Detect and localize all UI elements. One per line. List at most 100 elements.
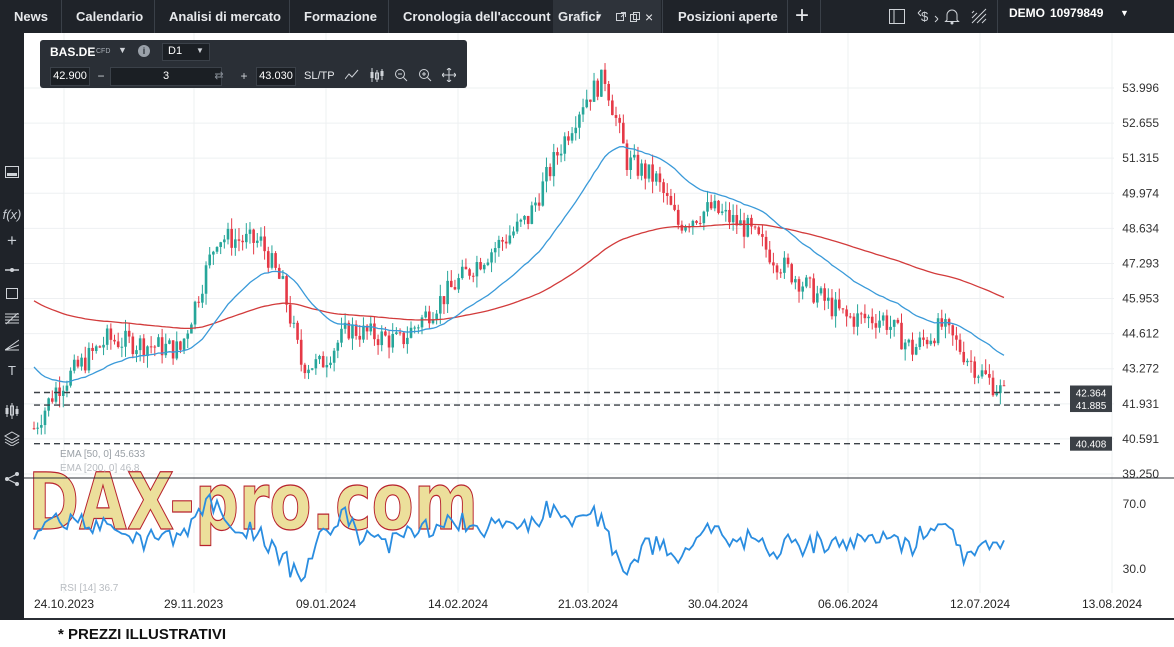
candle-body xyxy=(340,328,343,343)
zoom-in-icon[interactable] xyxy=(418,68,432,82)
candle-body xyxy=(160,337,164,356)
candle-body xyxy=(299,339,303,365)
footer xyxy=(0,620,1174,647)
candle-body xyxy=(925,339,929,345)
candle-body xyxy=(592,80,596,102)
popout-icon[interactable] xyxy=(616,12,626,22)
candle-body xyxy=(475,262,479,277)
notification-bell-icon[interactable] xyxy=(944,7,960,25)
candle-body xyxy=(859,313,863,315)
move-icon[interactable] xyxy=(442,68,456,82)
candle-body xyxy=(36,427,39,429)
time-axis-tick-label: 09.01.2024 xyxy=(296,597,356,611)
add-tab-icon[interactable]: + xyxy=(795,2,810,29)
chevron-down-icon[interactable]: ▼ xyxy=(595,12,603,21)
horizontal-line-icon[interactable] xyxy=(5,267,19,273)
bid-price[interactable]: 42.900 xyxy=(50,67,90,86)
crosshair-icon[interactable]: + xyxy=(7,231,17,250)
candlestick-settings-icon[interactable] xyxy=(4,403,20,419)
swap-icon[interactable]: ⇄ xyxy=(214,70,224,82)
candle-body xyxy=(530,205,534,224)
svg-text:$: $ xyxy=(921,9,929,24)
candle-body xyxy=(76,359,80,367)
rsi-legend: RSI [14] 36.7 xyxy=(60,583,119,594)
indicators-fx-icon[interactable]: f(x) xyxy=(2,207,22,222)
timeframe-selector[interactable]: D1 ▼ xyxy=(162,43,210,61)
candle-body xyxy=(812,278,815,303)
time-axis-tick-label: 14.02.2024 xyxy=(428,597,488,611)
candle-body xyxy=(654,173,658,182)
connection-signal-icon[interactable] xyxy=(970,7,988,25)
chevron-down-icon[interactable]: ▼ xyxy=(118,45,127,55)
watermark-logo: DAX-pro.com xyxy=(28,458,478,548)
candle-body xyxy=(69,370,72,386)
level-price-tag xyxy=(1070,436,1112,451)
candle-body xyxy=(596,80,599,97)
candle-body xyxy=(629,157,632,170)
candle-body xyxy=(460,266,464,279)
currency-exchange-icon[interactable]: $ xyxy=(917,7,939,25)
share-icon[interactable] xyxy=(4,471,20,487)
copy-icon[interactable] xyxy=(630,12,640,22)
candlestick-icon[interactable] xyxy=(369,68,385,82)
candle-body xyxy=(988,373,991,378)
candle-body xyxy=(61,390,65,396)
chart-type-icon[interactable] xyxy=(5,166,19,178)
candle-body xyxy=(669,195,673,205)
candle-body xyxy=(739,220,742,226)
candle-body xyxy=(717,200,720,213)
account-selector[interactable]: DEMO 10979849 ▼ xyxy=(998,0,1136,33)
tab-posizioni-aperte[interactable]: Posizioni aperte xyxy=(678,9,778,24)
ask-price[interactable]: 43.030 xyxy=(256,67,296,86)
tab-formazione[interactable]: Formazione xyxy=(304,9,377,24)
candle-body xyxy=(482,264,486,270)
time-axis-tick-label: 12.07.2024 xyxy=(950,597,1010,611)
symbol-label[interactable]: BAS.DE xyxy=(50,45,96,59)
tab-calendario[interactable]: Calendario xyxy=(76,9,144,24)
tab-news[interactable]: News xyxy=(14,9,48,24)
candle-body xyxy=(973,361,977,378)
chart-canvas[interactable]: 53.996 52.655 51.315 49.974 48.634 47.293 45.9… xyxy=(24,33,1174,620)
order-toolbox: BAS.DE CFD ▼ i D1 ▼ 42.900 − 3 ⇄ + 43.03… xyxy=(40,40,467,88)
candle-body xyxy=(900,322,903,350)
candle-body xyxy=(647,164,651,179)
candle-body xyxy=(519,219,523,222)
tab-cronologia-account[interactable]: Cronologia dell'account xyxy=(403,9,551,24)
candle-body xyxy=(870,316,874,324)
rectangle-tool-icon[interactable] xyxy=(6,288,18,299)
candle-body xyxy=(336,342,340,351)
tab-analisi-di-mercato[interactable]: Analisi di mercato xyxy=(169,9,281,24)
candle-body xyxy=(120,346,124,348)
candle-body xyxy=(380,331,384,346)
sltp-button[interactable]: SL/TP xyxy=(304,70,335,82)
increase-volume-button[interactable]: + xyxy=(240,69,248,83)
candle-body xyxy=(212,251,215,255)
candle-body xyxy=(611,100,614,116)
price-chart[interactable]: 53.996 52.655 51.315 49.974 48.634 47.293 45.9… xyxy=(24,33,1174,620)
layers-icon[interactable] xyxy=(4,431,20,446)
candle-body xyxy=(885,315,889,330)
zoom-out-icon[interactable] xyxy=(394,68,408,82)
pitchfork-tool-icon[interactable] xyxy=(5,339,19,351)
candle-body xyxy=(808,277,812,279)
candle-body xyxy=(40,425,43,428)
fibonacci-tool-icon[interactable] xyxy=(5,313,19,325)
volume-input[interactable]: 3 xyxy=(110,67,222,86)
ema-200-legend: EMA [200, 0] 46.8 xyxy=(60,463,140,474)
text-tool-icon[interactable]: T xyxy=(8,363,16,378)
close-tab-icon[interactable]: × xyxy=(645,9,654,25)
price-axis-tick-label: 39.250 xyxy=(1122,467,1159,481)
candle-body xyxy=(830,297,834,317)
line-chart-icon[interactable] xyxy=(345,69,359,81)
layout-panel-icon[interactable] xyxy=(889,9,905,24)
timeframe-value: D1 xyxy=(168,45,183,57)
candle-body xyxy=(230,228,233,248)
decrease-volume-button[interactable]: − xyxy=(97,69,105,83)
candle-body xyxy=(665,192,669,196)
tab-divider xyxy=(820,0,821,33)
candle-body xyxy=(234,239,237,248)
info-icon[interactable]: i xyxy=(138,45,150,57)
time-axis-tick-label: 30.04.2024 xyxy=(688,597,748,611)
tab-divider xyxy=(289,0,290,33)
tab-grafici[interactable]: Grafici ▼ × xyxy=(553,0,661,33)
